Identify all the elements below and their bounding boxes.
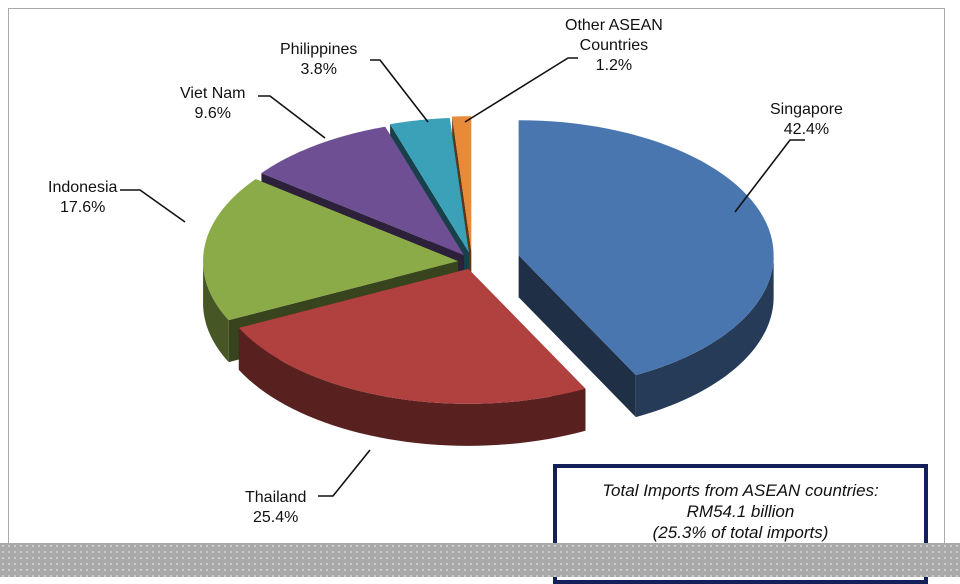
annotation-line-3: (25.3% of total imports) [652, 523, 829, 542]
leader-line-3 [258, 95, 326, 139]
label-thailand: Thailand 25.4% [245, 489, 307, 526]
annotation-line-2: RM54.1 billion [686, 502, 795, 521]
slice-top [238, 268, 586, 404]
slice-side-face [518, 255, 636, 418]
slice-top [261, 126, 464, 256]
pie-slice-singapore [518, 120, 774, 418]
slice-top [203, 179, 459, 321]
label-indonesia: Indonesia 17.6% [48, 179, 118, 216]
label-singapore: Singapore 42.4% [770, 101, 843, 138]
slice-outer-wall [635, 255, 774, 418]
leader-line-1 [318, 449, 371, 497]
slice-top [452, 116, 472, 252]
slice-outer-wall [203, 261, 229, 363]
label-philippines: Philippines 3.8% [280, 41, 358, 78]
leader-line-2 [120, 189, 186, 223]
leader-line-0 [734, 139, 805, 213]
label-viet-nam: Viet Nam 9.6% [180, 85, 246, 122]
slice-top [390, 117, 469, 253]
annotation-line-1: Total Imports from ASEAN countries: [602, 481, 879, 500]
label-other-asean: Other ASEAN Countries 1.2% [565, 17, 663, 74]
leader-line-4 [370, 59, 429, 123]
slice-top [518, 120, 774, 376]
leader-line-5 [464, 57, 578, 123]
pie-slice-thailand [238, 268, 586, 446]
occluding-overlay [0, 543, 960, 577]
slice-outer-wall [238, 327, 586, 446]
